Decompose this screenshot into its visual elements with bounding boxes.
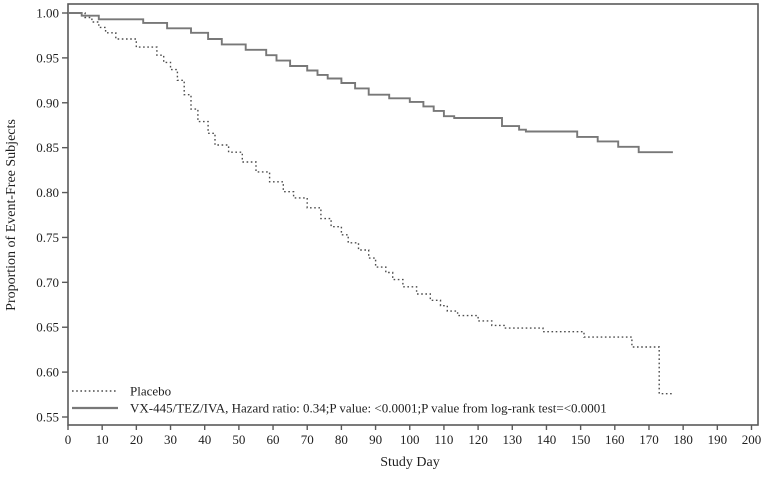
x-tick-label: 130 [503,432,523,447]
legend-treatment-label: VX-445/TEZ/IVA, Hazard ratio: 0.34;P val… [130,401,607,416]
x-tick-label: 20 [130,432,143,447]
y-tick-label: 0.95 [36,50,59,65]
y-tick-label: 1.00 [36,6,59,21]
x-tick-label: 30 [164,432,177,447]
x-tick-label: 110 [434,432,453,447]
treatment-curve [68,12,673,154]
x-tick-label: 40 [198,432,211,447]
y-axis-title: Proportion of Event-Free Subjects [4,119,19,311]
x-tick-label: 150 [571,432,591,447]
y-tick-label: 0.80 [36,185,59,200]
x-tick-label: 140 [537,432,557,447]
x-tick-label: 200 [742,432,762,447]
x-tick-label: 170 [639,432,659,447]
x-tick-label: 190 [708,432,728,447]
x-tick-label: 60 [267,432,280,447]
y-tick-label: 0.55 [36,410,59,425]
x-tick-label: 90 [369,432,382,447]
x-tick-label: 100 [400,432,420,447]
y-tick-label: 0.70 [36,275,59,290]
x-tick-label: 70 [301,432,314,447]
x-tick-label: 80 [335,432,348,447]
y-tick-label: 0.65 [36,320,59,335]
placebo-curve [68,12,673,395]
x-tick-label: 0 [65,432,72,447]
x-axis-title: Study Day [380,455,440,470]
x-tick-label: 180 [673,432,693,447]
legend-placebo-label: Placebo [130,384,171,399]
y-tick-label: 0.60 [36,365,59,380]
plot-area: 0.55 0.60 0.65 0.70 0.75 0.80 0.85 0.90 0.95 1.00… [36,3,762,447]
plot-frame [67,3,759,426]
x-tick-label: 10 [96,432,109,447]
y-tick-label: 0.90 [36,95,59,110]
y-tick-label: 0.85 [36,140,59,155]
x-tick-label: 120 [468,432,488,447]
x-tick-label: 160 [605,432,625,447]
x-tick-label: 50 [232,432,245,447]
y-tick-label: 0.75 [36,230,59,245]
